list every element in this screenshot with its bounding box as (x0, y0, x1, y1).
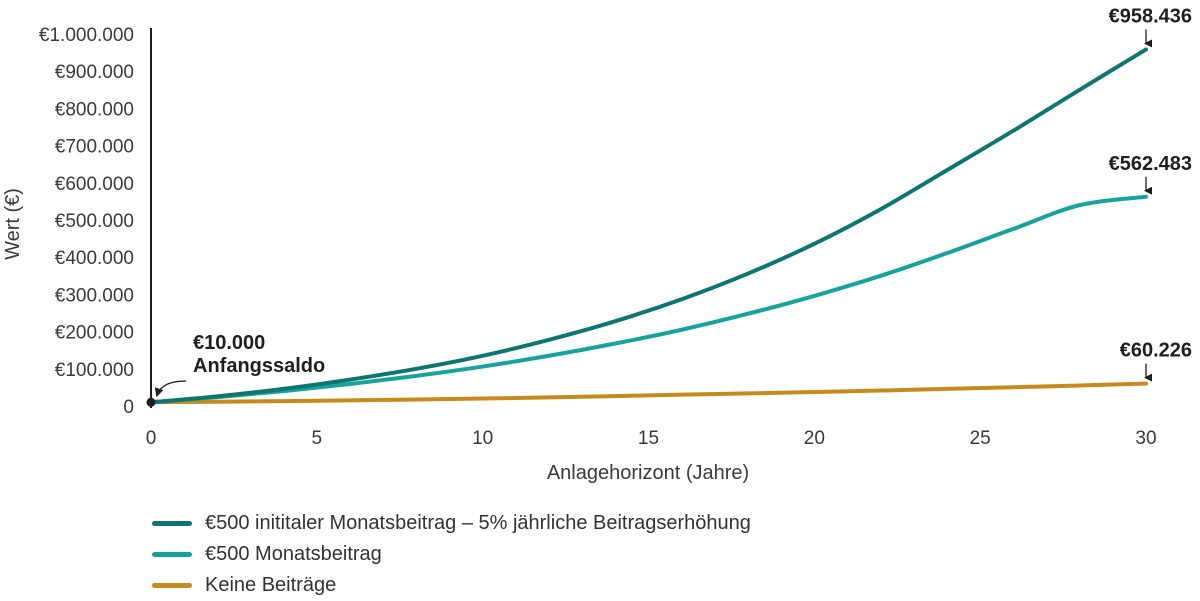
legend-item-increasing-contribution: €500 inititaler Monatsbeitrag – 5% jährl… (152, 508, 751, 539)
legend-label: €500 Monatsbeitrag (205, 543, 382, 565)
series-line-no-contributions (149, 381, 1148, 405)
legend-swatch (152, 583, 192, 588)
y-tick-label: €100.000 (55, 360, 134, 381)
start-value-label: €10.000 (193, 332, 265, 354)
x-tick-label: 20 (804, 428, 825, 449)
y-tick-label: €700.000 (55, 137, 134, 158)
x-tick-label: 30 (1135, 428, 1156, 449)
y-tick-label: €300.000 (55, 285, 134, 306)
x-tick-label: 10 (472, 428, 493, 449)
end-value-label-increasing: €958.436 (1109, 5, 1192, 27)
series-line-monthly-contribution (149, 194, 1148, 405)
x-axis-title: Anlagehorizont (Jahre) (547, 462, 749, 484)
legend-swatch (152, 552, 192, 557)
x-tick-label: 5 (312, 428, 323, 449)
y-tick-label: €200.000 (55, 323, 134, 344)
x-tick-label: 15 (638, 428, 659, 449)
y-tick-label: €600.000 (55, 174, 134, 195)
x-tick-label: 25 (970, 428, 991, 449)
line-chart: 0 €100.000 €200.000 €300.000 €400.000 €500.00… (2, 5, 1192, 484)
legend-swatch (152, 521, 192, 526)
y-tick-label: 0 (123, 397, 134, 418)
start-point-marker (146, 397, 156, 407)
x-tick-label: 0 (146, 428, 157, 449)
end-value-label-monthly: €562.483 (1109, 153, 1192, 175)
y-tick-label: €800.000 (55, 99, 134, 120)
y-tick-label: €400.000 (55, 248, 134, 269)
legend-label: €500 inititaler Monatsbeitrag – 5% jährl… (205, 512, 751, 534)
y-tick-label: €1.000.000 (39, 25, 134, 46)
legend: €500 inititaler Monatsbeitrag – 5% jährl… (152, 508, 751, 601)
legend-item-monthly-contribution: €500 Monatsbeitrag (152, 539, 751, 570)
y-tick-label: €500.000 (55, 211, 134, 232)
series-line-increasing-contribution (149, 47, 1148, 405)
start-annotation-arrow (154, 380, 187, 398)
y-tick-label: €900.000 (55, 62, 134, 83)
legend-label: Keine Beiträge (205, 574, 337, 596)
legend-item-no-contributions: Keine Beiträge (152, 570, 751, 601)
y-axis-title: Wert (€) (2, 188, 24, 260)
start-label: Anfangssaldo (193, 355, 325, 377)
end-value-label-none: €60.226 (1120, 340, 1192, 362)
